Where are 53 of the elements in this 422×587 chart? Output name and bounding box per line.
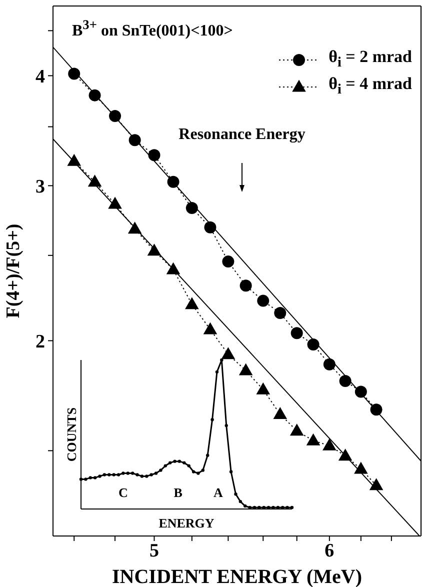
point	[290, 506, 294, 510]
point	[238, 500, 242, 504]
point	[229, 470, 233, 474]
point	[215, 370, 219, 374]
point	[220, 358, 224, 362]
point	[187, 464, 190, 468]
point	[196, 472, 200, 475]
point	[122, 472, 125, 475]
annotation: Resonance Energy	[178, 126, 306, 144]
point	[206, 454, 210, 457]
legend-label: θ$_{i}$ = 2 mrad	[328, 47, 412, 72]
point	[154, 472, 158, 475]
point	[112, 473, 116, 476]
point	[116, 473, 120, 476]
y-tick-label: 4	[36, 66, 46, 88]
point	[108, 473, 111, 476]
point	[173, 460, 176, 463]
point	[93, 476, 97, 480]
point	[178, 460, 182, 463]
annotation: A	[212, 485, 224, 501]
point	[150, 473, 153, 476]
legend-label: θ$_{i}$ = 4 mrad	[328, 74, 412, 99]
point	[88, 476, 92, 480]
x-axis-title: ENERGY	[158, 516, 215, 531]
point	[140, 474, 144, 478]
point	[234, 492, 238, 496]
point	[79, 478, 83, 481]
point	[244, 504, 247, 508]
point	[102, 473, 106, 476]
point	[182, 461, 186, 464]
point	[168, 461, 172, 464]
point	[84, 478, 88, 481]
point	[159, 468, 162, 472]
point	[98, 474, 102, 478]
point	[224, 424, 228, 428]
y-axis-title: F(4+)/F(5+)	[3, 224, 24, 318]
x-tick-label: 5	[149, 540, 159, 562]
y-tick-label: 2	[36, 331, 45, 352]
point	[126, 472, 130, 475]
point	[201, 468, 205, 472]
point	[130, 472, 134, 475]
x-axis-title: INCIDENT ENERGY (MeV)	[112, 566, 362, 587]
annotation: B	[172, 485, 184, 501]
point	[164, 464, 167, 468]
point	[210, 418, 214, 422]
point	[192, 470, 196, 474]
y-axis-title: COUNTS	[64, 407, 80, 462]
annotation: C	[117, 485, 129, 501]
point	[136, 473, 139, 476]
point	[145, 474, 148, 478]
text: B$^{3+}$ on SnTe(001)<100>	[72, 17, 233, 40]
y-tick-label: 3	[36, 176, 45, 198]
x-tick-label: 6	[324, 540, 334, 562]
